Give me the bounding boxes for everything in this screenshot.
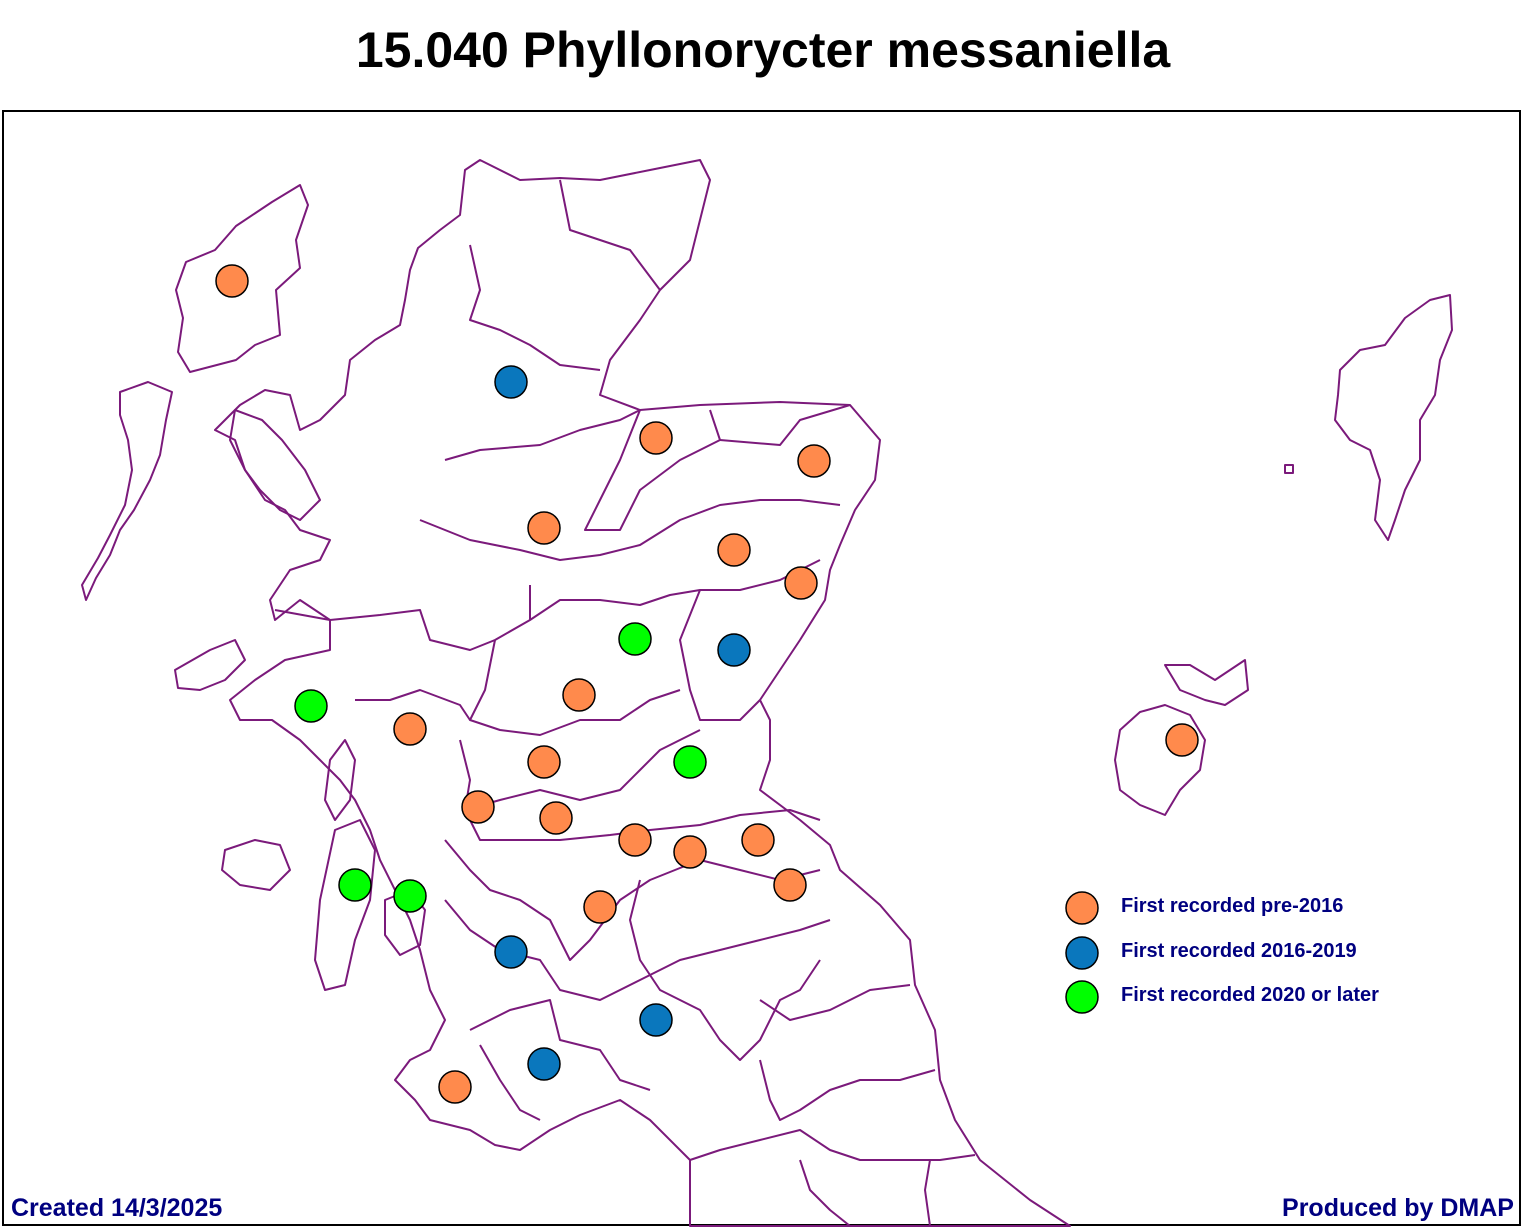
jura-outline [324, 739, 356, 821]
orkney-north-isles-outline [1164, 659, 1249, 706]
county-boundary [469, 244, 601, 371]
county-boundary [444, 899, 831, 1001]
record-marker-pre2016 [639, 421, 673, 455]
record-marker-pre2016 [741, 823, 775, 857]
record-marker-pre2016 [784, 566, 818, 600]
record-marker-pre2016 [797, 444, 831, 478]
county-boundary [799, 1159, 851, 1227]
kintyre-outline [314, 819, 376, 991]
created-date: Created 14/3/2025 [11, 1194, 223, 1222]
record-marker-y2020_later [338, 868, 372, 902]
county-boundary [629, 879, 821, 1061]
county-boundary [469, 999, 651, 1091]
county-boundary [559, 179, 661, 291]
record-marker-y2020_later [393, 879, 427, 913]
mull-outline [174, 639, 246, 691]
record-marker-pre2016 [215, 264, 249, 298]
record-marker-pre2016 [438, 1070, 472, 1104]
outer-hebrides-outline [175, 184, 309, 373]
county-boundary [459, 729, 701, 811]
record-marker-pre2016 [461, 790, 495, 824]
uist-outline [81, 381, 173, 601]
legend-label-2020-later: First recorded 2020 or later [1121, 984, 1379, 1006]
map-title: 15.040 Phyllonorycter messaniella [355, 22, 1171, 78]
fair-isle-outline [1284, 464, 1294, 474]
record-marker-pre2016 [539, 801, 573, 835]
county-boundary [759, 984, 911, 1021]
mainland-scotland-outline [214, 159, 1071, 1227]
record-marker-pre2016 [527, 745, 561, 779]
shetland-outline [1334, 294, 1453, 541]
record-marker-pre2016 [673, 835, 707, 869]
islay-outline [221, 839, 291, 891]
county-boundary [444, 839, 821, 961]
county-boundary [759, 1059, 936, 1121]
record-marker-y2016_2019 [494, 365, 528, 399]
legend-marker-pre2016 [1065, 891, 1099, 925]
record-marker-pre2016 [618, 823, 652, 857]
county-boundary [529, 559, 821, 621]
county-boundary [719, 404, 851, 446]
orkney-outline [1114, 704, 1206, 816]
county-boundary [679, 589, 761, 721]
producer-credit: Produced by DMAP [1282, 1194, 1514, 1222]
record-marker-pre2016 [717, 533, 751, 567]
county-boundary [584, 409, 721, 531]
county-boundary [924, 1159, 931, 1227]
record-marker-y2016_2019 [527, 1047, 561, 1081]
record-marker-pre2016 [562, 678, 596, 712]
map-legend: First recorded pre-2016 First recorded 2… [1065, 891, 1379, 1014]
record-marker-y2016_2019 [494, 935, 528, 969]
record-marker-y2020_later [618, 622, 652, 656]
record-marker-pre2016 [583, 890, 617, 924]
record-marker-pre2016 [527, 511, 561, 545]
county-boundary [469, 639, 681, 736]
record-marker-y2016_2019 [639, 1003, 673, 1037]
county-boundary [689, 1129, 976, 1161]
legend-label-2016-2019: First recorded 2016-2019 [1121, 940, 1357, 962]
record-marker-y2020_later [294, 689, 328, 723]
record-marker-y2016_2019 [717, 633, 751, 667]
vice-county-boundaries [81, 159, 1453, 1227]
legend-marker-2016-2019 [1065, 936, 1099, 970]
record-marker-y2020_later [673, 745, 707, 779]
county-boundary [274, 609, 531, 651]
record-marker-pre2016 [393, 712, 427, 746]
record-marker-pre2016 [773, 868, 807, 902]
county-boundary [479, 1044, 541, 1121]
legend-label-pre2016: First recorded pre-2016 [1121, 895, 1343, 917]
skye-outline [229, 409, 321, 521]
record-markers [215, 264, 1199, 1104]
county-boundary [355, 689, 471, 721]
county-boundary [444, 409, 641, 461]
record-marker-pre2016 [1165, 723, 1199, 757]
county-boundary [419, 499, 841, 561]
legend-marker-2020-later [1065, 980, 1099, 1014]
